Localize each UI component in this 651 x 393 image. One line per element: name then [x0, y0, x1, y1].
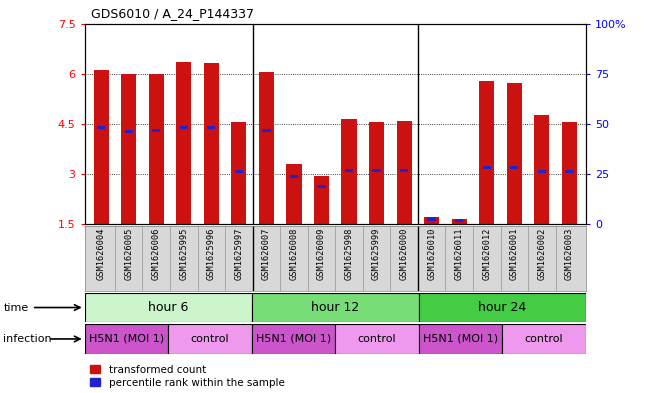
Bar — [235, 170, 243, 173]
Bar — [503, 324, 586, 354]
Text: time: time — [3, 303, 29, 312]
Bar — [479, 81, 494, 224]
Text: GSM1626003: GSM1626003 — [565, 227, 574, 280]
Bar — [176, 62, 191, 224]
Text: GSM1626005: GSM1626005 — [124, 227, 133, 280]
Legend: transformed count, percentile rank within the sample: transformed count, percentile rank withi… — [90, 365, 284, 388]
Bar — [419, 293, 586, 322]
Bar — [97, 126, 105, 129]
Bar — [314, 176, 329, 224]
Bar — [455, 219, 464, 222]
Bar — [534, 116, 549, 224]
Bar — [252, 293, 419, 322]
Text: GSM1626002: GSM1626002 — [537, 227, 546, 280]
Text: GSM1625996: GSM1625996 — [207, 227, 216, 280]
Text: GSM1626009: GSM1626009 — [317, 227, 326, 280]
Bar — [396, 121, 411, 224]
Bar — [85, 324, 168, 354]
Text: H5N1 (MOI 1): H5N1 (MOI 1) — [423, 334, 498, 344]
Bar — [180, 126, 188, 129]
Bar — [428, 217, 436, 220]
Text: GSM1626008: GSM1626008 — [290, 227, 298, 280]
Bar — [372, 169, 381, 172]
Text: infection: infection — [3, 334, 52, 344]
Text: GSM1626004: GSM1626004 — [96, 227, 105, 280]
Bar — [562, 122, 577, 224]
Text: GSM1626010: GSM1626010 — [427, 227, 436, 280]
Bar — [152, 129, 160, 132]
Bar — [94, 70, 109, 224]
Text: hour 12: hour 12 — [311, 301, 359, 314]
Text: control: control — [525, 334, 563, 344]
Bar — [204, 63, 219, 224]
Text: GSM1626012: GSM1626012 — [482, 227, 492, 280]
Bar — [286, 164, 301, 224]
Bar — [510, 166, 518, 169]
Bar — [538, 170, 546, 173]
Bar — [342, 119, 357, 224]
Text: GSM1625998: GSM1625998 — [344, 227, 353, 280]
Text: control: control — [191, 334, 229, 344]
Bar — [168, 324, 252, 354]
Text: GSM1625997: GSM1625997 — [234, 227, 243, 280]
Bar — [317, 185, 326, 188]
Bar — [335, 324, 419, 354]
Bar — [419, 324, 503, 354]
Bar — [369, 122, 384, 224]
Bar — [482, 166, 491, 169]
Bar — [231, 122, 247, 224]
Bar — [424, 217, 439, 224]
Bar — [148, 74, 164, 224]
Text: hour 6: hour 6 — [148, 301, 188, 314]
Bar — [400, 169, 408, 172]
Text: H5N1 (MOI 1): H5N1 (MOI 1) — [89, 334, 164, 344]
Bar — [262, 129, 271, 132]
Text: hour 24: hour 24 — [478, 301, 527, 314]
Bar — [121, 74, 136, 224]
Text: GSM1625995: GSM1625995 — [179, 227, 188, 280]
Bar — [506, 83, 522, 224]
Bar — [207, 126, 215, 129]
Bar — [565, 170, 574, 173]
Text: H5N1 (MOI 1): H5N1 (MOI 1) — [256, 334, 331, 344]
Bar — [452, 219, 467, 224]
Bar — [124, 130, 133, 133]
Text: GDS6010 / A_24_P144337: GDS6010 / A_24_P144337 — [91, 7, 254, 20]
Text: GSM1626006: GSM1626006 — [152, 227, 161, 280]
Bar — [259, 72, 274, 224]
Text: GSM1626000: GSM1626000 — [400, 227, 409, 280]
Bar — [252, 324, 335, 354]
Text: GSM1626001: GSM1626001 — [510, 227, 519, 280]
Bar — [290, 175, 298, 178]
Text: GSM1626007: GSM1626007 — [262, 227, 271, 280]
Text: GSM1625999: GSM1625999 — [372, 227, 381, 280]
Text: GSM1626011: GSM1626011 — [454, 227, 464, 280]
Text: control: control — [358, 334, 396, 344]
Bar — [85, 293, 252, 322]
Bar — [345, 169, 353, 172]
